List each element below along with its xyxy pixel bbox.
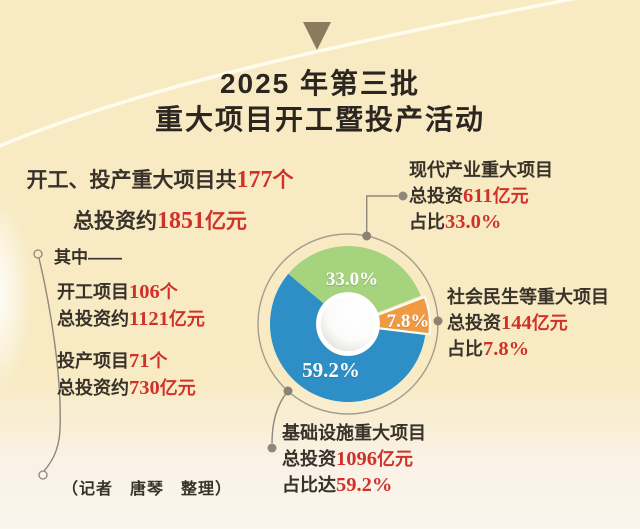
callout-infra-share-value: 59.2% [336, 474, 393, 496]
pie-center-hole [316, 292, 380, 356]
ring-dot-right [433, 316, 443, 326]
callout-social-livelihood: 社会民生等重大项目 总投资144亿元 占比7.8% [447, 284, 609, 362]
callout-social-invest: 总投资144亿元 [447, 310, 609, 336]
callout-modern-title: 现代产业重大项目 [409, 160, 553, 180]
callout-infra-share-prefix: 占比达 [282, 475, 336, 495]
callout-modern-industry: 现代产业重大项目 总投资611亿元 占比33.0% [409, 157, 553, 235]
sub-item2-line1: 投产项目71个 [57, 348, 196, 375]
sub-item2-invest-prefix: 总投资约 [57, 378, 129, 398]
callout-social-share: 占比7.8% [447, 336, 609, 362]
lead-line2-prefix: 总投资约 [73, 210, 158, 233]
callout-dot-modern [398, 191, 408, 201]
sub-item2-name: 投产项目 [57, 351, 129, 371]
sub-item2-line2: 总投资约730亿元 [57, 375, 196, 402]
pie-slice-modern-industry [288, 245, 421, 324]
callout-line-modern [366, 195, 398, 236]
lead-line2: 总投资约1851亿元 [0, 201, 320, 242]
brace-bottom-circle [38, 470, 48, 480]
lead-line1-prefix: 开工、投产重大项目共 [26, 169, 237, 192]
sub-item1-line1: 开工项目106个 [57, 279, 205, 306]
callout-infrastructure: 基础设施重大项目 总投资1096亿元 占比达59.2% [282, 420, 426, 498]
sub-item1-line2: 总投资约1121亿元 [57, 306, 205, 333]
lead-line1-unit: 个 [272, 169, 294, 192]
background-white-blob [0, 195, 32, 395]
sub-item1-invest-prefix: 总投资约 [57, 309, 129, 329]
among-label: 其中—— [54, 248, 122, 267]
callout-social-share-prefix: 占比 [447, 339, 483, 359]
sub-item1-name: 开工项目 [57, 282, 129, 302]
sub-item1-count: 106 [129, 281, 160, 303]
lead-total-investment-value: 1851 [157, 208, 205, 234]
callout-infra-title: 基础设施重大项目 [282, 423, 426, 443]
section-pointer-triangle-icon [303, 22, 331, 50]
sub-item2-invest-value: 730 [129, 377, 160, 399]
reporter-credit: （记者 唐琴 整理） [62, 481, 233, 498]
ring-dot-top [362, 231, 372, 241]
sub-item2-count: 71 [129, 350, 150, 372]
pie-label-social: 7.8% [386, 311, 430, 332]
callout-infra-invest-prefix: 总投资 [282, 449, 336, 469]
ring-dot-bottom-left [283, 386, 293, 396]
callout-modern-invest-prefix: 总投资 [409, 186, 463, 206]
sub-item-started-projects: 开工项目106个 总投资约1121亿元 [57, 279, 205, 333]
page-title-line2: 重大项目开工暨投产活动 [154, 104, 485, 135]
callout-social-title: 社会民生等重大项目 [447, 287, 609, 307]
sub-item1-invest-unit: 亿元 [168, 309, 205, 329]
among-group-brace-line [38, 257, 61, 472]
sub-item1-count-unit: 个 [159, 282, 178, 302]
callout-infra-invest-value: 1096 [336, 448, 378, 470]
callout-infra-invest: 总投资1096亿元 [282, 446, 426, 472]
lead-line1: 开工、投产重大项目共177个 [0, 160, 320, 201]
callout-social-invest-value: 144 [501, 312, 532, 334]
callout-infra-invest-unit: 亿元 [377, 449, 414, 469]
sub-item2-invest-unit: 亿元 [159, 378, 196, 398]
callout-infra-share: 占比达59.2% [282, 472, 426, 498]
pie-label-modern: 33.0% [325, 269, 379, 290]
pie-label-infra: 59.2% [302, 358, 360, 382]
callout-social-invest-prefix: 总投资 [447, 313, 501, 333]
lead-total-projects-value: 177 [236, 167, 273, 193]
callout-modern-share-prefix: 占比 [409, 212, 445, 232]
background-bottom-fade [0, 380, 640, 529]
callout-social-invest-unit: 亿元 [531, 313, 568, 333]
callout-modern-invest-value: 611 [463, 185, 493, 207]
callout-modern-share-value: 33.0% [445, 211, 502, 233]
callout-modern-invest: 总投资611亿元 [409, 183, 553, 209]
background-arc-line [0, 0, 577, 148]
sub-item1-invest-value: 1121 [129, 308, 169, 330]
lead-line2-unit: 亿元 [204, 210, 247, 233]
callout-modern-invest-unit: 亿元 [492, 186, 529, 206]
sub-item2-count-unit: 个 [149, 351, 168, 371]
lead-summary: 开工、投产重大项目共177个 总投资约1851亿元 [0, 160, 320, 242]
sub-item-completed-projects: 投产项目71个 总投资约730亿元 [57, 348, 196, 402]
brace-top-circle [33, 249, 43, 259]
callout-social-share-value: 7.8% [483, 338, 530, 360]
callout-dot-infra [267, 443, 277, 453]
callout-modern-share: 占比33.0% [409, 209, 553, 235]
page-title: 2025 年第三批 重大项目开工暨投产活动 [60, 66, 580, 138]
page-title-line1: 2025 年第三批 [219, 68, 421, 99]
